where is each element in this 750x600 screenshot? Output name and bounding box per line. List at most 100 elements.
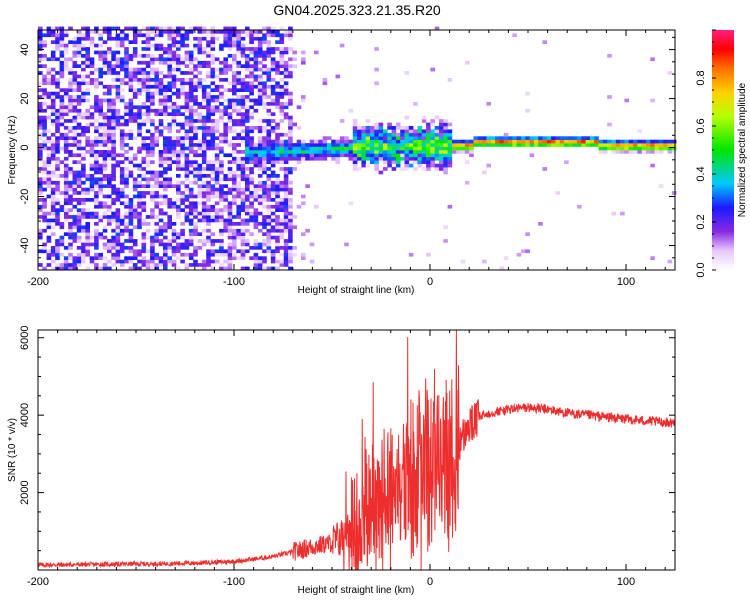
spectrogram-cell bbox=[107, 119, 112, 123]
spectrogram-cell bbox=[283, 218, 289, 223]
spectrogram-cell bbox=[288, 156, 293, 161]
spectrogram-cell bbox=[279, 105, 285, 110]
spectrogram-cell bbox=[408, 132, 414, 137]
spectrogram-cell bbox=[236, 50, 241, 55]
spectrogram-cell bbox=[42, 242, 47, 247]
spectrogram-cell bbox=[253, 153, 259, 158]
spectrogram-cell bbox=[266, 266, 272, 271]
spectrogram-cell bbox=[180, 78, 185, 82]
colorbar-tick-label: 0.2 bbox=[695, 214, 707, 229]
spectrogram-cell bbox=[72, 266, 78, 271]
spectrogram-cell bbox=[620, 150, 625, 154]
spectrogram-cell bbox=[227, 98, 233, 103]
spectrogram-cell bbox=[314, 50, 319, 55]
spectrogram-cell bbox=[357, 129, 362, 134]
spectrogram-cell bbox=[383, 136, 388, 140]
spectrogram-cell bbox=[150, 60, 155, 65]
spectrogram-cell bbox=[137, 191, 142, 195]
spectrogram-cell bbox=[141, 122, 147, 127]
spectrogram-cell bbox=[620, 146, 625, 151]
spectrogram-cell bbox=[72, 153, 78, 158]
spectrogram-cell bbox=[240, 201, 246, 206]
spectrogram-cell bbox=[94, 105, 99, 110]
spectrogram-cell bbox=[115, 194, 121, 199]
spectrogram-cell bbox=[38, 54, 43, 58]
spectrogram-cell bbox=[607, 122, 612, 127]
spectrogram-cell bbox=[227, 160, 233, 164]
spectrogram-cell bbox=[288, 239, 293, 243]
spectrogram-cell bbox=[72, 36, 78, 41]
spectrogram-cell bbox=[262, 64, 267, 68]
spectrogram-cell bbox=[275, 33, 280, 38]
spectrogram-cell bbox=[283, 215, 289, 219]
spectrogram-cell bbox=[456, 146, 461, 151]
spectrogram-cell bbox=[55, 218, 60, 223]
spectrogram-cell bbox=[227, 187, 233, 192]
spectrogram-cell bbox=[352, 160, 358, 164]
spectrogram-cell bbox=[219, 266, 224, 271]
spectrogram-cell bbox=[266, 249, 272, 254]
spectrogram-cell bbox=[171, 228, 177, 233]
spectrogram-cell bbox=[214, 84, 220, 89]
spectrogram-cell bbox=[85, 249, 90, 254]
spectrogram-cell bbox=[240, 191, 246, 195]
spectrogram-cell bbox=[150, 239, 155, 243]
spectrogram-cell bbox=[55, 112, 60, 116]
spectrogram-cell bbox=[89, 105, 95, 110]
spectrogram-cell bbox=[76, 180, 82, 185]
spectrogram-cell bbox=[387, 136, 392, 140]
spectrogram-cell bbox=[107, 30, 112, 34]
spectrogram-cell bbox=[201, 174, 207, 178]
spectrogram-cell bbox=[193, 88, 198, 92]
spectrogram-cell bbox=[210, 126, 216, 130]
spectrogram-cell bbox=[219, 228, 224, 233]
spectrogram-cell bbox=[42, 81, 47, 86]
spectrogram-cell bbox=[115, 225, 121, 230]
spectrogram-cell bbox=[447, 122, 453, 127]
spectrogram-cell bbox=[266, 71, 272, 75]
spectrogram-cell bbox=[94, 215, 99, 219]
spectrogram-cell bbox=[167, 98, 172, 103]
spectrogram-cell bbox=[137, 78, 142, 82]
spectrogram-cell bbox=[115, 98, 121, 103]
spectrogram-cell bbox=[46, 136, 52, 140]
spectrogram-cell bbox=[227, 102, 233, 106]
spectrogram-cell bbox=[184, 167, 190, 171]
spectrogram-cell bbox=[72, 126, 78, 130]
spectrogram-cell bbox=[413, 129, 418, 134]
spectrogram-cell bbox=[210, 122, 216, 127]
spectrogram-cell bbox=[318, 139, 323, 144]
spectrogram-cell bbox=[240, 239, 246, 243]
spectrogram-cell bbox=[184, 160, 190, 164]
spectrogram-cell bbox=[171, 102, 177, 106]
spectrogram-cell bbox=[38, 263, 43, 267]
spectrogram-cell bbox=[111, 218, 116, 223]
spectrogram-cell bbox=[150, 208, 155, 212]
spectrogram-cell bbox=[107, 98, 112, 103]
spectrogram-cell bbox=[167, 198, 172, 202]
spectrogram-cell bbox=[249, 201, 254, 206]
spectrogram-cell bbox=[279, 228, 285, 233]
spectrogram-cell bbox=[292, 150, 297, 154]
spectrogram-cell bbox=[214, 74, 220, 79]
spectrogram-cell bbox=[283, 91, 289, 96]
spectrogram-cell bbox=[167, 153, 172, 158]
spectrogram-cell bbox=[176, 208, 181, 212]
x-tick-label: -100 bbox=[223, 276, 245, 288]
spectrogram-cell bbox=[115, 232, 121, 236]
spectrogram-cell bbox=[42, 187, 47, 192]
spectrogram-cell bbox=[59, 33, 65, 38]
spectrogram-cell bbox=[266, 112, 272, 116]
spectrogram-cell bbox=[163, 242, 168, 247]
spectrogram-cell bbox=[240, 139, 246, 144]
spectrogram-cell bbox=[176, 60, 181, 65]
spectrogram-cell bbox=[214, 30, 220, 34]
spectrogram-cell bbox=[361, 146, 366, 151]
spectrogram-cell bbox=[279, 246, 285, 250]
spectrogram-cell bbox=[352, 132, 358, 137]
spectrogram-cell bbox=[176, 160, 181, 164]
spectrogram-cell bbox=[98, 115, 103, 120]
spectrogram-cell bbox=[214, 174, 220, 178]
spectrogram-cell bbox=[124, 246, 129, 250]
spectrogram-cell bbox=[559, 139, 565, 144]
